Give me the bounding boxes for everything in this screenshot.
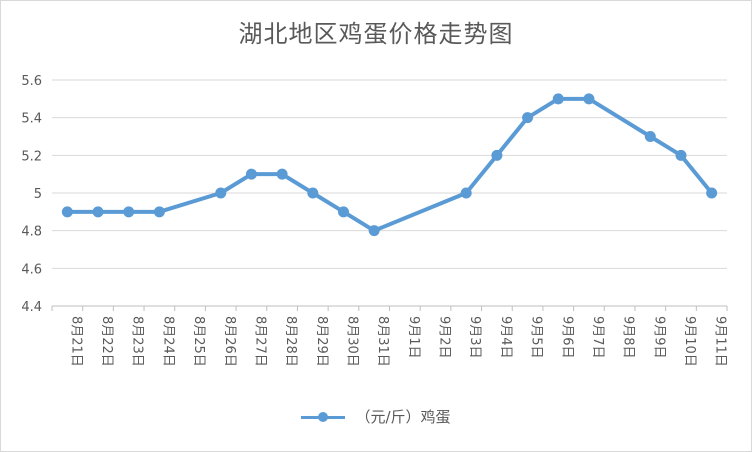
data-point <box>123 206 135 218</box>
x-tick-label: 8月25日 <box>191 316 206 367</box>
legend-swatch-icon <box>301 411 346 423</box>
data-point <box>337 206 349 218</box>
y-axis-ticks: 4.4 4.6 4.8 5 5.2 5.4 5.6 <box>21 74 42 315</box>
data-point <box>522 112 534 124</box>
y-tick-label: 4.4 <box>21 300 42 315</box>
y-tick-label: 4.6 <box>21 262 42 277</box>
x-tick-label: 8月23日 <box>130 316 145 367</box>
data-point <box>491 149 503 161</box>
x-tick-label: 8月27日 <box>252 316 267 367</box>
data-point <box>706 187 718 199</box>
x-tick-label: 8月30日 <box>344 316 359 367</box>
data-point <box>61 206 73 218</box>
data-point <box>368 225 380 237</box>
x-tick-label: 8月24日 <box>160 316 175 367</box>
chart-title: 湖北地区鸡蛋价格走势图 <box>238 20 514 48</box>
x-tick-label: 8月29日 <box>314 316 329 367</box>
data-point <box>307 187 319 199</box>
data-point <box>644 131 656 142</box>
y-tick-label: 5.4 <box>21 112 42 127</box>
y-tick-label: 5 <box>34 187 42 202</box>
data-point <box>276 168 288 180</box>
x-tick-label: 9月6日 <box>559 316 574 359</box>
x-tick-label: 9月10日 <box>682 316 697 367</box>
y-tick-label: 4.8 <box>21 225 42 240</box>
data-point <box>153 206 165 218</box>
data-point <box>92 206 104 218</box>
x-tick-label: 9月1日 <box>406 316 421 359</box>
x-tick-label: 8月28日 <box>283 316 298 367</box>
data-series <box>61 93 718 237</box>
x-tick-label: 9月3日 <box>467 316 482 359</box>
x-tick-label: 9月4日 <box>498 316 513 359</box>
gridlines <box>52 79 727 269</box>
data-point <box>583 93 595 105</box>
x-tick-label: 9月11日 <box>713 316 728 367</box>
x-tick-label: 9月5日 <box>529 316 544 359</box>
x-axis <box>51 305 728 311</box>
data-point <box>245 168 257 180</box>
legend-label: （元/斤）鸡蛋 <box>355 408 451 426</box>
y-tick-label: 5.2 <box>21 149 42 164</box>
x-tick-label: 8月26日 <box>222 316 237 367</box>
data-point <box>675 149 687 161</box>
x-tick-label: 9月9日 <box>651 316 666 359</box>
y-tick-label: 5.6 <box>21 74 42 89</box>
x-axis-ticks: 8月21日 8月22日 8月23日 8月24日 8月25日 8月26日 8月27日 8月28日… <box>68 316 727 367</box>
x-tick-label: 8月21日 <box>68 316 83 367</box>
legend: （元/斤）鸡蛋 <box>0 406 752 427</box>
x-tick-label: 9月7日 <box>590 316 605 359</box>
data-point <box>215 187 227 199</box>
x-tick-label: 8月22日 <box>99 316 114 367</box>
x-tick-label: 8月31日 <box>375 316 390 367</box>
data-point <box>460 187 472 199</box>
data-point <box>552 93 564 105</box>
x-tick-label: 9月2日 <box>437 316 452 359</box>
x-tick-label: 9月8日 <box>621 316 636 359</box>
